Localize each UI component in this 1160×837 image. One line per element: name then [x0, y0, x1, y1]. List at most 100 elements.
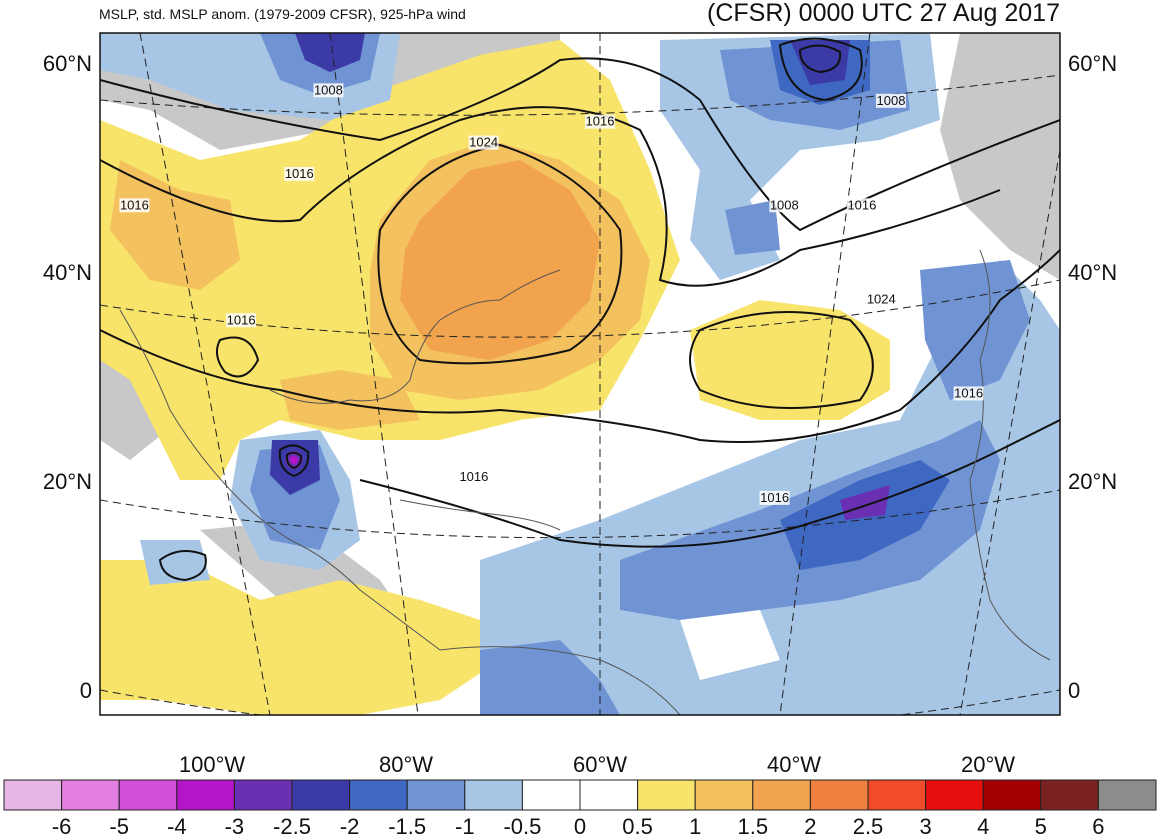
negative-anomaly-iceland-core	[790, 40, 850, 85]
lat-label-right: 40°N	[1068, 260, 1117, 285]
colorbar-swatch	[637, 779, 696, 811]
graticule-lon-20	[959, 149, 1060, 715]
lat-label-right: 60°N	[1068, 51, 1117, 76]
coastline-europe-africa	[969, 249, 1051, 661]
coastline-gulf-east	[269, 269, 561, 404]
negative-anomaly-newfoundland	[725, 200, 780, 255]
isobar-label: 1016	[847, 197, 876, 212]
isobar-1016-south	[359, 419, 1060, 548]
lon-label: 100°W	[179, 752, 246, 777]
isobar-label: 1024	[469, 135, 498, 150]
colorbar-swatch	[406, 779, 466, 811]
colorbar-label: -2.5	[273, 814, 311, 837]
latitude-labels: 60°N 60°N 40°N 40°N 20°N 20°N 0 0	[43, 51, 1117, 703]
colorbar-label: -5	[109, 814, 129, 837]
isobar-1008-east	[699, 99, 1060, 232]
graticule-lon-40	[779, 33, 871, 715]
colorbar-swatch	[118, 779, 178, 811]
isobar-1024-azores	[689, 311, 874, 409]
coastline-west-mexico	[119, 309, 441, 651]
lat-label-right: 20°N	[1068, 469, 1117, 494]
colorbar-label: 3	[919, 814, 931, 837]
colorbar-label: -1	[455, 814, 475, 837]
isobar-label: 1016	[954, 385, 983, 400]
coastline-south-america	[439, 646, 681, 715]
colorbar-swatch	[291, 779, 351, 811]
negative-anomaly-south-america	[480, 640, 620, 715]
graticule-lat-40	[100, 279, 1060, 338]
colorbar-swatch	[694, 779, 754, 811]
colorbar-label: 2	[804, 814, 816, 837]
isobar-label: 1016	[459, 469, 488, 484]
harvey-core	[290, 456, 298, 464]
colorbar-swatch	[176, 779, 235, 811]
isobar-label-bg	[769, 198, 800, 213]
isobar-1016-north	[100, 106, 1001, 287]
isobar-small-west	[215, 336, 260, 378]
lon-label: 80°W	[379, 752, 433, 777]
isobar-label-bg	[284, 166, 315, 181]
isobar-label: 1016	[227, 312, 256, 327]
colorbar-label: 1	[689, 814, 701, 837]
near-zero-patch	[680, 610, 780, 680]
lat-label-left: 0	[80, 678, 92, 703]
colorbar-label: -6	[52, 814, 72, 837]
graticule-lon-100	[139, 33, 271, 715]
colorbar-swatch	[1040, 779, 1099, 811]
coastline-caribbean	[399, 499, 561, 531]
colorbar-swatch	[3, 779, 63, 811]
positive-anomaly-west	[110, 160, 240, 290]
isobar-label: 1016	[285, 166, 314, 181]
isobar-label: 1016	[120, 197, 149, 212]
colorbar-label: 5	[1035, 814, 1047, 837]
colorbar-swatch	[752, 779, 811, 811]
graticule-lon-80	[329, 33, 419, 715]
isobar-1008-north	[100, 57, 701, 142]
colorbar-label: -4	[167, 814, 187, 837]
colorbar-label: -0.5	[503, 814, 541, 837]
isobar-iceland-low-2	[778, 37, 863, 102]
colorbar-label: 0.5	[622, 814, 653, 837]
isobar-label: 1016	[760, 490, 789, 505]
isobar-label-bg	[866, 292, 897, 307]
isobar-label-bg	[226, 313, 257, 328]
title-bar: MSLP, std. MSLP anom. (1979-2009 CFSR), …	[0, 0, 1160, 36]
lat-label-left: 60°N	[43, 51, 92, 76]
longitude-labels: 100°W 80°W 60°W 40°W 20°W	[179, 752, 1015, 777]
isobar-small-pacific	[158, 550, 207, 582]
isobar-iceland-low	[798, 44, 842, 74]
colorbar-swatch	[233, 779, 293, 811]
grey-region-europe	[940, 33, 1060, 280]
colorbar-swatch	[982, 779, 1042, 811]
isobar-label: 1008	[877, 93, 906, 108]
isobar-label-bg	[846, 198, 877, 213]
isobar-label: 1008	[770, 197, 799, 212]
lat-label-right: 0	[1068, 678, 1080, 703]
lat-label-left: 20°N	[43, 469, 92, 494]
colorbar-label: 6	[1092, 814, 1104, 837]
colorbar-label: -1.5	[388, 814, 426, 837]
lon-label: 20°W	[961, 752, 1015, 777]
lon-label: 60°W	[573, 752, 627, 777]
colorbar-swatch	[579, 779, 639, 811]
graticule-lat-20	[100, 489, 1060, 539]
graticule-lat-60	[100, 74, 1060, 116]
isobar-harvey-inner	[285, 451, 303, 470]
isobar-label-bg	[458, 470, 489, 484]
isobar-1016-mid	[100, 249, 1060, 443]
graticule	[100, 33, 1060, 715]
coastline-layer	[119, 249, 1051, 715]
colorbar-label: -3	[225, 814, 245, 837]
positive-anomaly-tropics	[100, 560, 500, 715]
anomaly-fill-layer	[100, 33, 1060, 715]
colorbar-swatch	[61, 779, 120, 811]
colorbar-label: 0	[574, 814, 586, 837]
isobar-label: 1008	[314, 82, 343, 97]
colorbar-swatch	[521, 779, 581, 811]
colorbar-swatch	[349, 779, 408, 811]
isobar-harvey-outer	[278, 444, 310, 478]
colorbar-swatch	[809, 779, 869, 811]
positive-anomaly-azores	[690, 300, 890, 420]
title-right: (CFSR) 0000 UTC 27 Aug 2017	[707, 0, 1060, 27]
